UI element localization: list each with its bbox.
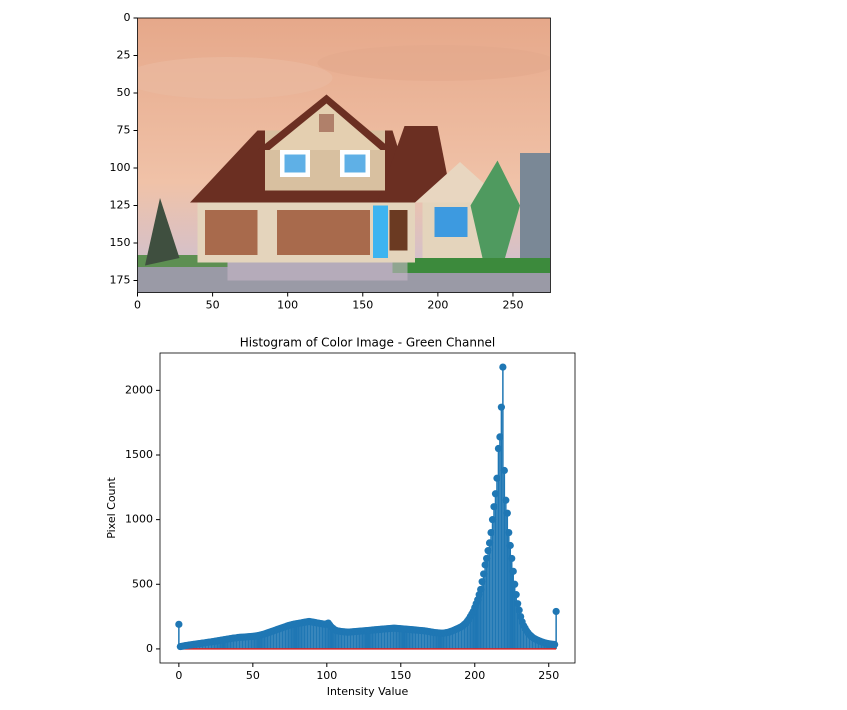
axes-frame bbox=[137, 17, 551, 293]
stem-marker bbox=[499, 363, 507, 371]
stem-marker bbox=[503, 509, 511, 517]
x-tick-label: 50 bbox=[206, 299, 220, 312]
y-tick-label: 125 bbox=[110, 199, 131, 212]
stem-marker bbox=[485, 539, 494, 547]
y-axis-label: Pixel Count bbox=[105, 477, 118, 539]
stem-marker bbox=[478, 578, 486, 586]
stem-marker bbox=[493, 474, 501, 482]
y-tick-label: 25 bbox=[117, 49, 131, 62]
stem-marker bbox=[505, 528, 513, 537]
stem-marker bbox=[508, 554, 516, 563]
x-tick-label: 150 bbox=[390, 669, 411, 682]
stem-marker bbox=[488, 516, 497, 524]
stem-marker bbox=[515, 606, 523, 614]
stem-marker bbox=[487, 528, 495, 537]
stem-marker bbox=[551, 640, 559, 649]
x-tick-label: 100 bbox=[316, 669, 337, 682]
stem-marker bbox=[491, 490, 500, 498]
y-tick-label: 50 bbox=[117, 86, 131, 99]
stem-marker bbox=[506, 541, 514, 550]
stem-marker bbox=[500, 466, 508, 475]
stem-marker bbox=[512, 591, 520, 599]
y-tick-label: 1500 bbox=[125, 448, 153, 461]
x-tick-label: 250 bbox=[502, 299, 523, 312]
y-tick-label: 0 bbox=[146, 642, 153, 655]
house-photo bbox=[137, 18, 550, 293]
stem-marker bbox=[482, 554, 491, 563]
y-tick-label: 100 bbox=[110, 161, 131, 174]
stem-marker bbox=[481, 561, 489, 569]
stem-marker bbox=[497, 403, 505, 411]
x-tick-label: 50 bbox=[246, 669, 260, 682]
y-tick-label: 175 bbox=[110, 274, 131, 287]
stem-marker bbox=[514, 600, 522, 608]
chart-title: Histogram of Color Image - Green Channel bbox=[240, 336, 496, 350]
y-tick-label: 1000 bbox=[125, 513, 153, 526]
stem-marker bbox=[496, 433, 504, 441]
stem-marker bbox=[509, 567, 517, 575]
stem-marker bbox=[552, 607, 560, 616]
x-tick-label: 200 bbox=[464, 669, 485, 682]
stem-marker bbox=[494, 444, 503, 453]
stem-marker bbox=[490, 503, 498, 511]
stem-marker bbox=[502, 496, 510, 504]
stem-marker bbox=[511, 580, 519, 588]
stem-marker bbox=[480, 570, 488, 578]
axes-frame bbox=[159, 352, 576, 664]
stem-marker bbox=[477, 585, 485, 594]
x-axis-label: Intensity Value bbox=[327, 685, 409, 698]
x-tick-label: 0 bbox=[134, 299, 141, 312]
x-tick-label: 150 bbox=[352, 299, 373, 312]
x-tick-label: 200 bbox=[427, 299, 448, 312]
y-tick-label: 75 bbox=[117, 124, 131, 137]
y-tick-label: 150 bbox=[110, 236, 131, 249]
y-tick-label: 500 bbox=[132, 577, 153, 590]
x-tick-label: 100 bbox=[277, 299, 298, 312]
stem-marker bbox=[484, 547, 492, 555]
x-tick-label: 250 bbox=[538, 669, 559, 682]
y-tick-label: 2000 bbox=[125, 383, 153, 396]
stem-marker bbox=[175, 620, 183, 628]
y-tick-label: 0 bbox=[124, 11, 131, 24]
x-tick-label: 0 bbox=[175, 669, 182, 682]
